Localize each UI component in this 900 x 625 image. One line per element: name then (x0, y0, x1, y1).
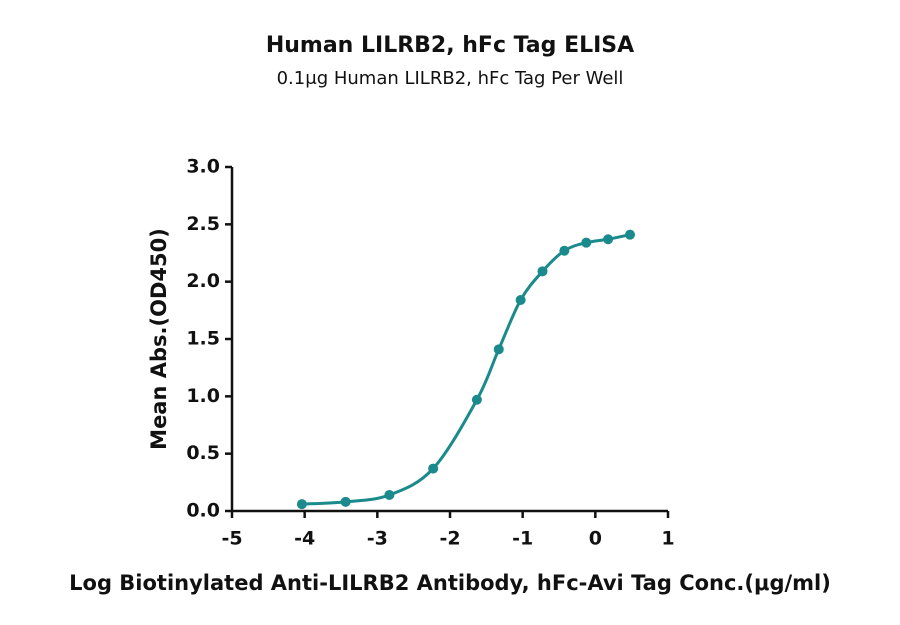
data-point (603, 234, 614, 245)
x-tick-label: -2 (439, 528, 460, 550)
data-point (428, 463, 439, 474)
data-point (471, 394, 482, 405)
data-point (515, 295, 526, 306)
data-point (384, 489, 395, 500)
x-tick-label: -1 (512, 528, 533, 550)
y-tick-label: 1.0 (186, 385, 220, 407)
data-point (296, 499, 307, 510)
data-point (340, 496, 351, 507)
y-tick-label: 0.5 (186, 442, 220, 464)
curve (301, 233, 631, 506)
y-axis-label: Mean Abs.(OD450) (147, 228, 171, 450)
data-point (624, 229, 635, 240)
y-tick-label: 0.0 (186, 500, 220, 522)
y-tick-label: 3.0 (186, 156, 220, 178)
data-point (493, 344, 504, 355)
y-tick-label: 2.5 (186, 213, 220, 235)
x-tick-label: -4 (294, 528, 315, 550)
y-tick-label: 1.5 (186, 328, 220, 350)
x-tick-label: -5 (221, 528, 242, 550)
data-point (581, 237, 592, 248)
x-tick-label: 1 (661, 528, 674, 550)
x-axis-label: Log Biotinylated Anti-LILRB2 Antibody, h… (69, 571, 831, 595)
data-point (559, 245, 570, 256)
chart-subtitle: 0.1μg Human LILRB2, hFc Tag Per Well (277, 68, 624, 89)
x-tick-label: -3 (367, 528, 388, 550)
data-point (537, 266, 548, 277)
x-tick-label: 0 (589, 528, 602, 550)
chart-title: Human LILRB2, hFc Tag ELISA (266, 33, 634, 58)
y-tick-label: 2.0 (186, 270, 220, 292)
